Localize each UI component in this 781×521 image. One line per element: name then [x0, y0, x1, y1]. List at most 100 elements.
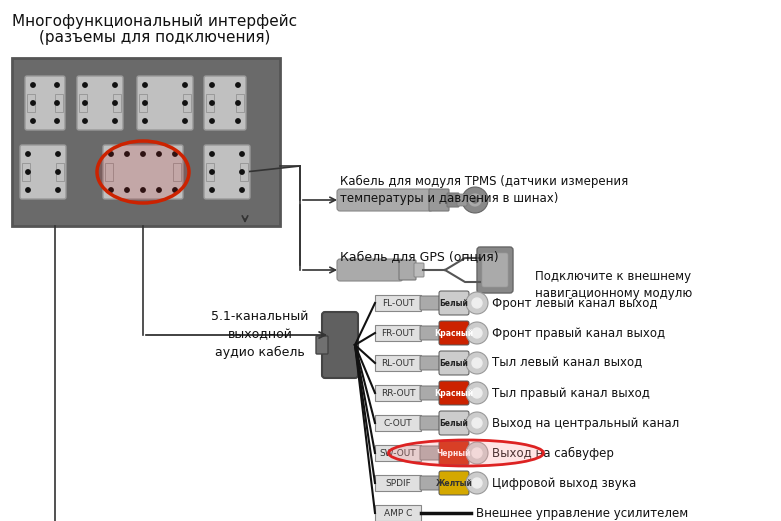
FancyBboxPatch shape	[375, 355, 421, 371]
Circle shape	[466, 382, 488, 404]
Text: Красный: Красный	[434, 329, 473, 338]
FancyBboxPatch shape	[439, 291, 469, 315]
FancyBboxPatch shape	[439, 441, 469, 465]
FancyBboxPatch shape	[56, 163, 64, 181]
Circle shape	[466, 412, 488, 434]
Text: Внешнее управление усилителем: Внешнее управление усилителем	[476, 506, 688, 519]
Text: Белый: Белый	[440, 358, 469, 367]
Circle shape	[240, 152, 244, 156]
FancyBboxPatch shape	[420, 386, 442, 400]
Circle shape	[240, 188, 244, 192]
FancyBboxPatch shape	[439, 321, 469, 345]
FancyBboxPatch shape	[173, 163, 181, 181]
Text: Красный: Красный	[434, 389, 473, 398]
Text: Кабель для модуля TPMS (датчики измерения
температуры и давления в шинах): Кабель для модуля TPMS (датчики измерени…	[340, 175, 628, 205]
Circle shape	[143, 119, 147, 123]
Circle shape	[236, 119, 241, 123]
Circle shape	[210, 119, 214, 123]
Text: C-OUT: C-OUT	[383, 418, 412, 428]
Text: Белый: Белый	[440, 418, 469, 428]
FancyBboxPatch shape	[206, 94, 214, 111]
Circle shape	[83, 83, 87, 87]
Circle shape	[30, 101, 35, 105]
Text: AMP C: AMP C	[383, 508, 412, 517]
FancyBboxPatch shape	[420, 416, 442, 430]
FancyBboxPatch shape	[439, 381, 469, 405]
Text: Желтый: Желтый	[436, 478, 473, 488]
Circle shape	[210, 188, 214, 192]
FancyBboxPatch shape	[439, 351, 469, 375]
Circle shape	[472, 388, 482, 398]
Circle shape	[236, 83, 241, 87]
Circle shape	[472, 418, 482, 428]
Circle shape	[141, 152, 145, 156]
Circle shape	[30, 83, 35, 87]
Text: Цифровой выход звука: Цифровой выход звука	[492, 477, 637, 490]
Circle shape	[472, 298, 482, 308]
Text: Выход на сабвуфер: Выход на сабвуфер	[492, 446, 614, 460]
Circle shape	[210, 101, 214, 105]
Circle shape	[466, 442, 488, 464]
Text: RL-OUT: RL-OUT	[381, 358, 415, 367]
FancyBboxPatch shape	[399, 260, 416, 280]
Text: Многофункциональный интерфейс: Многофункциональный интерфейс	[12, 14, 298, 29]
Circle shape	[26, 170, 30, 174]
FancyBboxPatch shape	[420, 296, 442, 310]
FancyBboxPatch shape	[236, 94, 244, 111]
Circle shape	[141, 188, 145, 192]
FancyBboxPatch shape	[183, 94, 191, 111]
FancyBboxPatch shape	[25, 76, 65, 130]
Circle shape	[55, 170, 60, 174]
FancyBboxPatch shape	[414, 263, 424, 277]
Circle shape	[183, 101, 187, 105]
Ellipse shape	[97, 141, 189, 203]
Circle shape	[112, 83, 117, 87]
Circle shape	[26, 152, 30, 156]
FancyBboxPatch shape	[482, 253, 508, 287]
FancyBboxPatch shape	[375, 325, 421, 341]
Circle shape	[109, 152, 113, 156]
Circle shape	[157, 152, 161, 156]
FancyBboxPatch shape	[322, 312, 358, 378]
Text: FR-OUT: FR-OUT	[381, 329, 415, 338]
FancyBboxPatch shape	[337, 189, 433, 211]
Circle shape	[157, 188, 161, 192]
FancyBboxPatch shape	[420, 446, 442, 460]
Circle shape	[472, 328, 482, 338]
Circle shape	[55, 119, 59, 123]
Circle shape	[472, 197, 478, 203]
FancyBboxPatch shape	[477, 247, 513, 293]
Circle shape	[112, 101, 117, 105]
Circle shape	[210, 152, 214, 156]
Circle shape	[472, 358, 482, 368]
FancyBboxPatch shape	[457, 194, 467, 206]
FancyBboxPatch shape	[103, 145, 183, 199]
Ellipse shape	[388, 440, 544, 466]
Circle shape	[55, 152, 60, 156]
Circle shape	[143, 101, 147, 105]
Circle shape	[183, 83, 187, 87]
FancyBboxPatch shape	[375, 415, 421, 431]
FancyBboxPatch shape	[439, 471, 469, 495]
FancyBboxPatch shape	[79, 94, 87, 111]
FancyBboxPatch shape	[204, 145, 250, 199]
Circle shape	[83, 119, 87, 123]
FancyBboxPatch shape	[137, 76, 193, 130]
FancyBboxPatch shape	[139, 94, 147, 111]
FancyBboxPatch shape	[429, 189, 449, 211]
Circle shape	[83, 101, 87, 105]
Circle shape	[466, 472, 488, 494]
Circle shape	[468, 193, 482, 207]
Circle shape	[210, 83, 214, 87]
Circle shape	[55, 83, 59, 87]
FancyBboxPatch shape	[206, 163, 214, 181]
Circle shape	[466, 322, 488, 344]
Circle shape	[125, 152, 129, 156]
Circle shape	[30, 119, 35, 123]
Text: SW-OUT: SW-OUT	[380, 449, 416, 457]
Circle shape	[55, 188, 60, 192]
Circle shape	[472, 448, 482, 458]
FancyBboxPatch shape	[439, 411, 469, 435]
Circle shape	[462, 187, 488, 213]
FancyBboxPatch shape	[77, 76, 123, 130]
